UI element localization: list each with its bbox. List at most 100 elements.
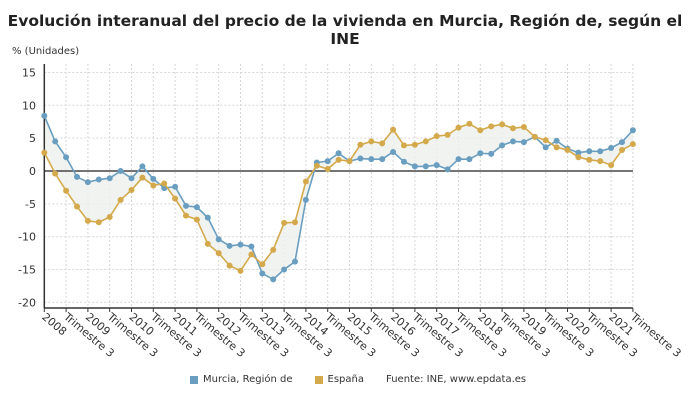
data-point-murcia — [455, 156, 462, 163]
data-point-murcia — [619, 139, 625, 146]
data-point-espana — [248, 251, 255, 258]
y-tick-label: -5 — [25, 198, 36, 211]
data-point-murcia — [84, 179, 91, 186]
data-point-murcia — [586, 148, 593, 155]
data-point-murcia — [215, 236, 222, 243]
data-point-murcia — [324, 158, 331, 165]
data-point-espana — [128, 187, 135, 194]
data-point-espana — [433, 133, 440, 140]
data-point-espana — [172, 195, 179, 202]
data-point-espana — [259, 261, 266, 268]
data-point-murcia — [226, 242, 233, 249]
data-point-murcia — [74, 173, 80, 180]
data-point-espana — [183, 212, 189, 219]
data-point-murcia — [259, 270, 266, 277]
data-point-espana — [422, 138, 429, 145]
data-point-murcia — [390, 148, 397, 155]
data-point-murcia — [608, 145, 615, 152]
data-point-espana — [608, 162, 615, 169]
data-point-espana — [324, 166, 331, 173]
data-point-murcia — [466, 156, 473, 163]
data-point-murcia — [357, 155, 364, 162]
data-point-murcia — [270, 276, 277, 283]
source-note: Fuente: INE, www.epdata.es — [386, 374, 527, 385]
data-point-espana — [215, 250, 222, 257]
legend-item-murcia[interactable]: Murcia, Región de — [190, 374, 293, 385]
data-point-espana — [619, 146, 625, 153]
data-point-espana — [74, 203, 80, 210]
data-point-murcia — [183, 202, 189, 209]
data-point-murcia — [150, 175, 157, 182]
data-point-murcia — [41, 112, 48, 119]
legend-swatch-murcia — [190, 375, 198, 384]
data-point-espana — [597, 158, 604, 165]
data-point-murcia — [520, 139, 527, 146]
legend-item-espana[interactable]: España — [314, 374, 365, 385]
legend-label-espana: España — [327, 374, 365, 385]
data-point-murcia — [302, 196, 309, 203]
data-point-espana — [455, 124, 462, 131]
data-point-espana — [204, 240, 211, 247]
data-point-espana — [281, 219, 288, 226]
data-point-espana — [520, 123, 527, 130]
data-point-espana — [335, 156, 342, 163]
data-point-espana — [270, 246, 277, 253]
y-tick-label: -10 — [18, 231, 36, 244]
data-point-espana — [553, 144, 560, 151]
data-point-murcia — [401, 158, 407, 165]
data-point-murcia — [368, 156, 375, 163]
data-point-espana — [193, 216, 200, 223]
data-point-murcia — [542, 144, 549, 151]
data-point-murcia — [477, 150, 484, 157]
data-point-espana — [379, 140, 386, 147]
data-point-murcia — [379, 156, 386, 163]
y-tick-label: -15 — [18, 264, 36, 277]
data-point-murcia — [204, 214, 211, 221]
data-point-murcia — [63, 154, 70, 161]
legend-swatch-espana — [314, 375, 323, 384]
data-point-espana — [139, 174, 146, 181]
data-point-espana — [313, 162, 320, 169]
data-point-espana — [84, 217, 91, 224]
data-point-espana — [466, 120, 473, 127]
data-point-murcia — [499, 142, 506, 149]
data-point-espana — [629, 141, 636, 148]
data-point-espana — [150, 182, 157, 189]
data-point-murcia — [488, 150, 495, 157]
data-point-espana — [41, 149, 48, 156]
data-point-espana — [226, 262, 233, 269]
data-point-espana — [292, 219, 298, 226]
data-point-espana — [499, 121, 506, 128]
chart-title: Evolución interanual del precio de la vi… — [7, 12, 683, 48]
x-tick-label: 2008 — [39, 310, 69, 338]
legend: Murcia, Región de España Fuente: INE, ww… — [190, 374, 526, 385]
data-point-espana — [477, 127, 484, 134]
data-point-espana — [52, 170, 59, 177]
y-tick-label: 5 — [29, 132, 36, 145]
data-point-espana — [564, 146, 571, 153]
data-point-murcia — [335, 150, 342, 157]
data-point-murcia — [117, 168, 124, 174]
data-point-espana — [411, 141, 418, 148]
data-point-murcia — [422, 163, 429, 170]
data-point-murcia — [237, 241, 244, 248]
data-point-murcia — [248, 243, 255, 250]
data-point-murcia — [128, 175, 135, 182]
data-point-espana — [368, 138, 375, 145]
data-point-espana — [95, 219, 102, 226]
data-point-murcia — [106, 175, 113, 182]
y-tick-label: 10 — [22, 99, 36, 112]
data-point-murcia — [281, 266, 288, 273]
data-point-murcia — [52, 138, 59, 145]
data-point-murcia — [510, 138, 516, 145]
data-point-espana — [575, 154, 582, 161]
data-point-murcia — [411, 163, 418, 170]
data-point-murcia — [553, 137, 560, 144]
data-point-murcia — [193, 204, 200, 211]
data-point-murcia — [95, 176, 102, 183]
data-point-espana — [510, 125, 516, 132]
data-point-murcia — [139, 163, 146, 170]
data-point-espana — [106, 213, 113, 220]
data-point-murcia — [292, 258, 298, 265]
